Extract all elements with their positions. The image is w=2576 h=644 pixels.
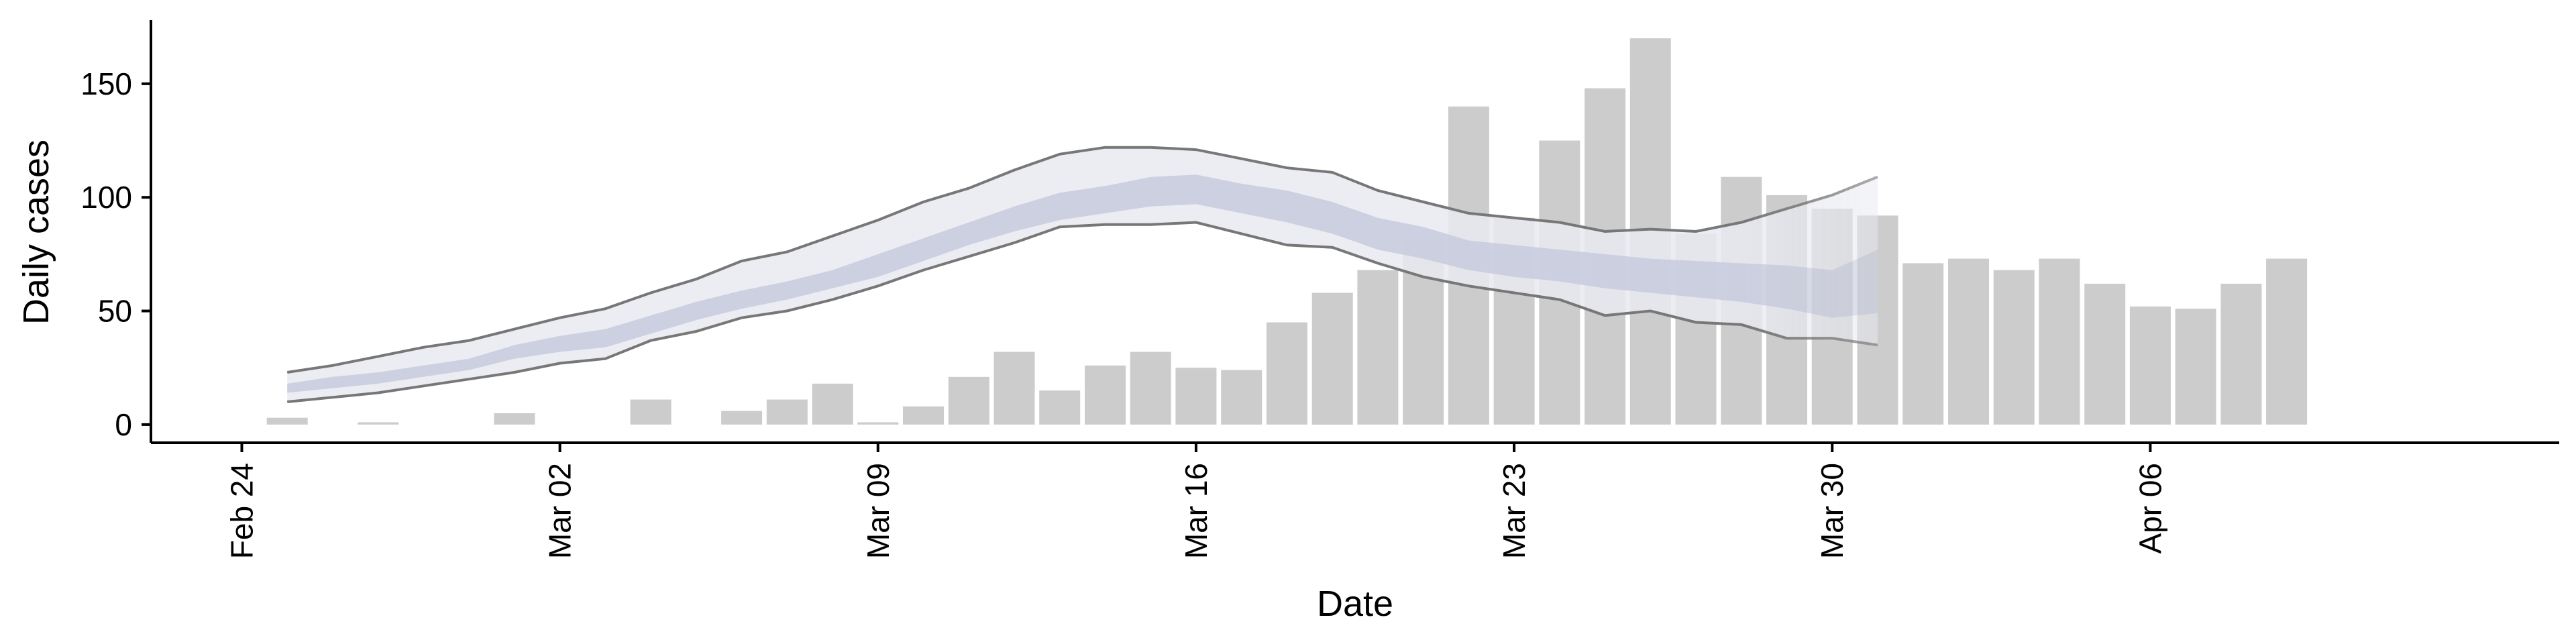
x-axis-title: Date — [1317, 584, 1393, 624]
x-tick-label: Apr 06 — [2133, 463, 2167, 554]
bar — [358, 422, 399, 425]
x-tick-label: Mar 30 — [1815, 463, 1849, 559]
bar — [2039, 258, 2080, 425]
x-tick-label: Mar 16 — [1179, 463, 1214, 559]
bar — [630, 399, 672, 425]
x-tick-label: Mar 23 — [1497, 463, 1532, 559]
lower-bound-line — [287, 221, 1878, 403]
inner-interval-band — [287, 174, 1878, 393]
x-tick-label: Feb 24 — [224, 463, 259, 559]
y-tick-label: 100 — [80, 180, 132, 215]
bar — [857, 422, 899, 425]
y-tick-label: 0 — [115, 407, 132, 442]
x-tick-label: Mar 02 — [543, 463, 578, 559]
forecast-bands — [286, 146, 1878, 403]
bar — [812, 383, 853, 425]
bar — [1085, 365, 1126, 425]
axis-labels: Daily cases Date — [16, 140, 1393, 624]
bar — [2175, 309, 2216, 425]
upper-bound-line — [286, 146, 1878, 374]
bar — [2220, 283, 2262, 425]
bar — [903, 406, 944, 425]
y-tick-label: 150 — [80, 66, 132, 101]
bar — [266, 417, 308, 425]
bar — [1902, 263, 1944, 425]
bar — [494, 413, 535, 425]
bar — [1993, 270, 2035, 425]
x-tick-label: Mar 09 — [861, 463, 896, 559]
bar — [1221, 370, 1263, 425]
y-axis-title: Daily cases — [16, 140, 56, 325]
bar — [1130, 352, 1171, 425]
bar — [1266, 322, 1307, 425]
bar — [1357, 270, 1399, 425]
y-tick-label: 50 — [98, 294, 132, 329]
bar — [2266, 258, 2308, 425]
bar — [1311, 292, 1353, 425]
bar — [1039, 390, 1081, 425]
bar — [2084, 283, 2126, 425]
bar — [2129, 306, 2171, 425]
bar — [994, 352, 1035, 425]
bar — [1175, 368, 1217, 425]
bar — [1948, 258, 1989, 425]
bar — [766, 399, 808, 425]
bar — [721, 411, 763, 425]
axes: 0 50 100 150 Feb 24 Mar 02 Mar 09 Mar 16 Mar 23 M… — [80, 20, 2559, 559]
bar — [948, 376, 989, 425]
